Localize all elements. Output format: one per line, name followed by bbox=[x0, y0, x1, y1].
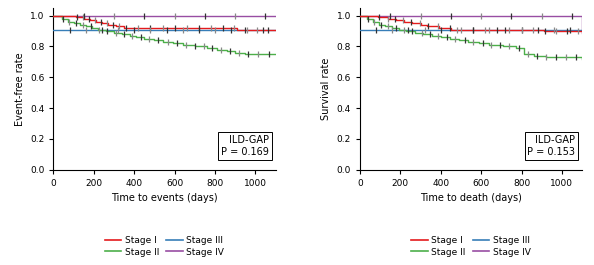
X-axis label: Time to events (days): Time to events (days) bbox=[111, 193, 218, 203]
Text: ILD-GAP
P = 0.169: ILD-GAP P = 0.169 bbox=[221, 135, 269, 157]
X-axis label: Time to death (days): Time to death (days) bbox=[420, 193, 522, 203]
Text: ILD-GAP
P = 0.153: ILD-GAP P = 0.153 bbox=[527, 135, 576, 157]
Legend: Stage I, Stage II, Stage III, Stage IV: Stage I, Stage II, Stage III, Stage IV bbox=[102, 232, 228, 260]
Y-axis label: Event-free rate: Event-free rate bbox=[14, 52, 24, 126]
Y-axis label: Survival rate: Survival rate bbox=[321, 58, 331, 120]
Legend: Stage I, Stage II, Stage III, Stage IV: Stage I, Stage II, Stage III, Stage IV bbox=[408, 232, 534, 260]
